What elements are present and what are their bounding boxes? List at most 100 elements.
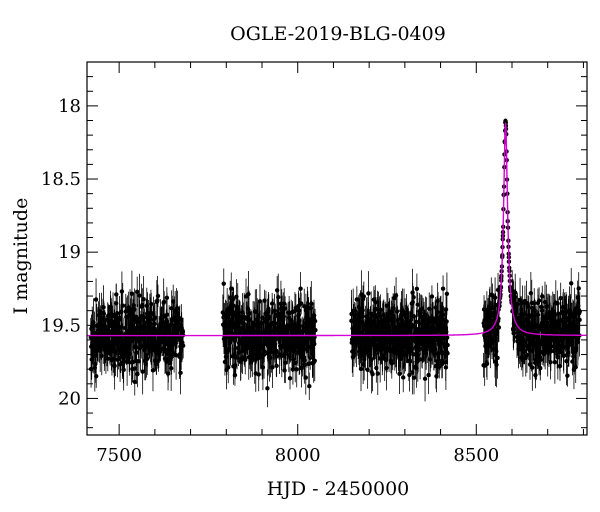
data-point [274,349,279,355]
data-point [411,314,417,319]
data-point [394,309,400,314]
data-point [231,310,237,315]
data-point [136,338,142,343]
data-point [226,365,231,370]
data-point [375,371,380,376]
data-point [528,291,534,296]
data-point [494,349,499,354]
data-point [118,355,123,360]
data-point [532,307,537,313]
data-point [112,363,117,369]
data-point [155,298,160,303]
data-point [141,314,147,320]
data-point [101,323,107,329]
data-point [483,316,488,322]
data-point [238,330,243,335]
data-point [377,314,382,319]
data-point [444,291,450,296]
data-point [370,313,376,319]
data-point [231,303,236,309]
data-point [266,314,271,319]
data-point [422,376,428,381]
data-point [440,312,445,317]
data-point [97,342,103,347]
data-point [445,342,450,348]
data-point [389,309,395,315]
data-point [350,349,355,354]
data-point [164,319,170,325]
data-point [381,312,386,318]
data-point [262,349,267,354]
data-point [228,340,233,345]
data-point [134,325,139,330]
data-point [310,350,316,356]
data-point [350,308,356,314]
data-point [397,371,402,377]
data-point [300,342,306,347]
data-point [488,318,494,323]
y-axis-label: I magnitude [10,198,32,315]
data-point [424,316,429,322]
data-point [554,345,560,350]
data-point [161,299,167,304]
data-point [141,296,146,302]
data-point [112,314,117,319]
data-point [119,309,124,315]
data-point [117,317,122,322]
data-point [524,300,529,306]
data-point [402,322,407,327]
data-point [542,325,547,330]
data-point [233,363,238,368]
data-point [173,353,179,358]
data-point [302,362,307,367]
data-point [535,335,540,340]
data-point [363,337,368,343]
data-point [312,318,318,324]
data-point [307,355,313,361]
data-point [412,324,417,329]
data-point [103,349,109,354]
data-point [144,353,149,358]
data-point [309,301,314,306]
data-point [380,318,386,323]
data-point [493,302,498,308]
data-point [245,306,251,311]
data-point [304,347,310,352]
data-point [110,341,116,346]
data-point [370,371,375,377]
data-point [164,295,170,301]
data-point [134,350,139,355]
data-point [530,365,535,370]
data-point [270,320,276,326]
data-point [109,348,114,353]
data-point [222,359,228,365]
data-point [569,281,574,286]
data-point [443,365,449,370]
data-point [260,315,266,320]
data-point [272,308,277,313]
data-point [175,306,180,311]
data-point [433,347,438,352]
data-point [414,366,419,371]
data-point [361,357,367,362]
data-point [358,366,364,372]
data-point [411,375,417,380]
data-point [410,346,415,351]
data-point [541,315,547,320]
data-point [158,348,163,353]
data-point [269,301,275,306]
data-point [155,293,161,299]
data-point [279,305,284,311]
data-point [374,365,379,371]
data-point [569,312,574,317]
data-point [535,312,541,318]
data-point [373,306,378,312]
data-point [551,309,556,314]
data-point [420,316,426,321]
data-point [180,329,186,335]
data-point [515,301,520,307]
data-point [559,349,564,354]
data-point [410,370,415,375]
data-point [390,313,396,319]
data-point [105,341,110,346]
